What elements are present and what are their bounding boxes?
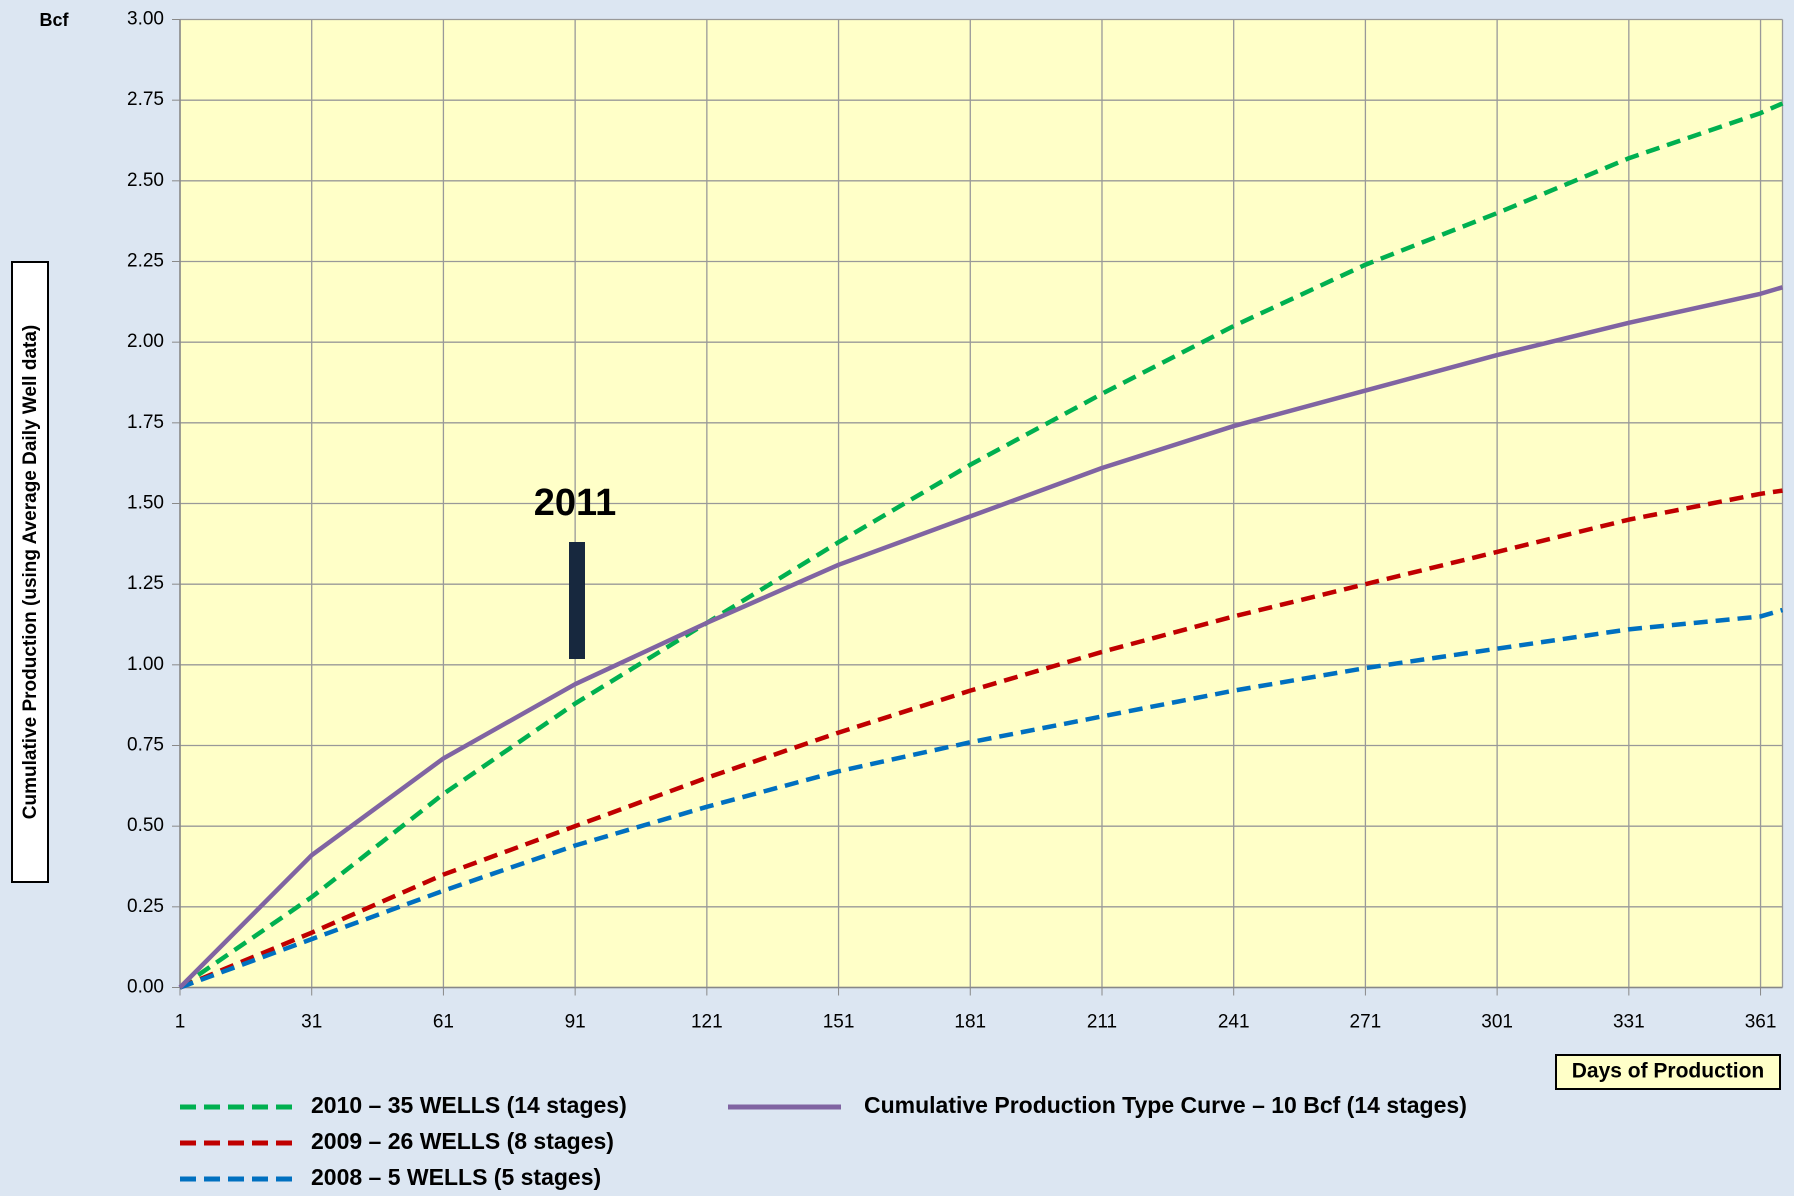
legend-label: 2008 – 5 WELLS (5 stages) (311, 1164, 601, 1190)
x-label-box (1555, 1054, 1781, 1090)
y-tick-label: 1.50 (127, 493, 164, 514)
annotation: 2011 (534, 482, 616, 524)
y-tick-label: 0.25 (127, 896, 164, 917)
lines (178, 101, 1784, 990)
series-line (179, 607, 1784, 990)
annotation-marker (569, 542, 585, 659)
y-label-box (11, 261, 49, 883)
legend-label: Cumulative Production Type Curve – 10 Bc… (864, 1092, 1467, 1118)
legend-label: 2010 – 35 WELLS (14 stages) (311, 1092, 627, 1118)
y-axis-label: Cumulative Production (using Average Dai… (20, 325, 41, 819)
y-tick-label: 2.00 (127, 331, 164, 352)
y-tick-label: 0.00 (127, 977, 164, 998)
x-tick-label: 121 (691, 1012, 723, 1033)
x-tick-label: 61 (433, 1012, 454, 1033)
x-tick-label: 31 (301, 1012, 322, 1033)
legend-label: 2009 – 26 WELLS (8 stages) (311, 1128, 614, 1154)
y-tick-label: 1.25 (127, 573, 164, 594)
y-tick-label: 2.75 (127, 89, 164, 110)
x-tick-label: 151 (823, 1012, 855, 1033)
series-line (178, 101, 1784, 990)
y-tick-label: 2.50 (127, 170, 164, 191)
x-tick-label: 331 (1613, 1012, 1645, 1033)
x-tick-label: 271 (1350, 1012, 1382, 1033)
x-tick-label: 301 (1481, 1012, 1513, 1033)
series-line (178, 285, 1784, 990)
x-tick-label: 361 (1745, 1012, 1777, 1033)
series-line (179, 488, 1783, 990)
x-tick-label: 1 (175, 1012, 186, 1033)
x-axis-label: Days of Production (1572, 1060, 1765, 1083)
x-tick-label: 211 (1087, 1012, 1117, 1033)
y-tick-label: 0.75 (127, 735, 164, 756)
x-tick-label: 91 (565, 1012, 586, 1033)
grid (172, 18, 1784, 996)
y-tick-label: 2.25 (127, 251, 164, 272)
y-tick-label: 1.75 (127, 412, 164, 433)
y-unit-label: Bcf (39, 10, 69, 30)
x-tick-label: 241 (1218, 1012, 1250, 1033)
y-tick-label: 3.00 (127, 9, 164, 30)
x-tick-label: 181 (954, 1012, 986, 1033)
y-tick-label: 0.50 (127, 815, 164, 836)
y-tick-label: 1.00 (127, 654, 164, 675)
